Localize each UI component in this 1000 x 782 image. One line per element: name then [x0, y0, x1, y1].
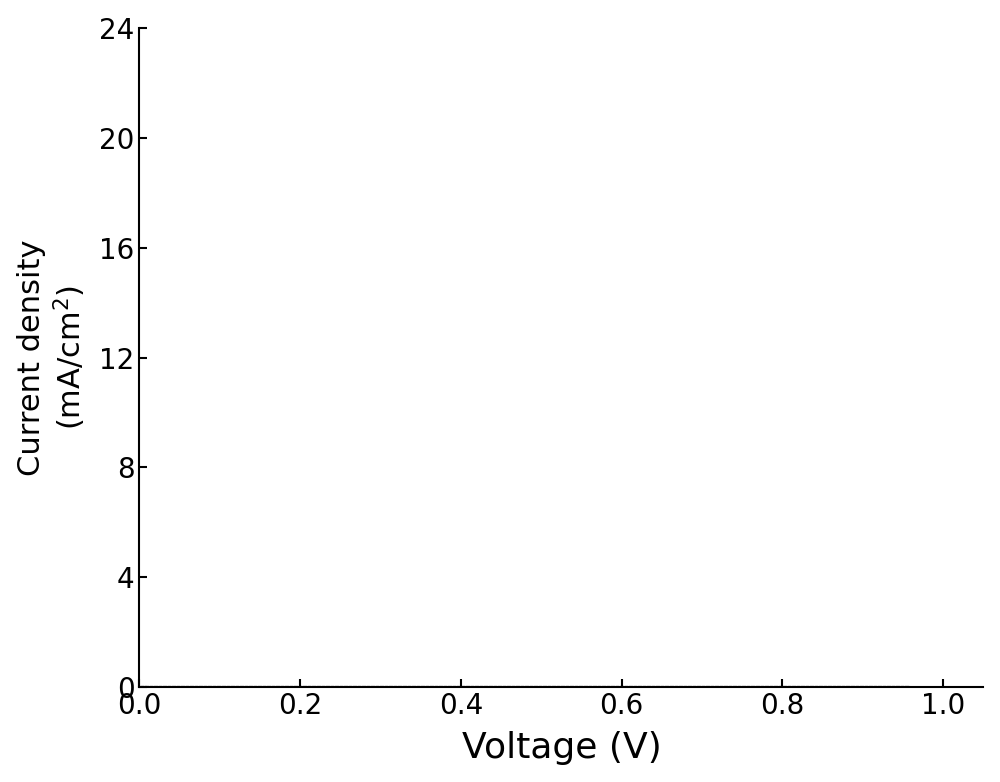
- Y-axis label: Current density
(mA/cm$^2$): Current density (mA/cm$^2$): [17, 239, 88, 475]
- X-axis label: Voltage (V): Voltage (V): [462, 731, 661, 766]
